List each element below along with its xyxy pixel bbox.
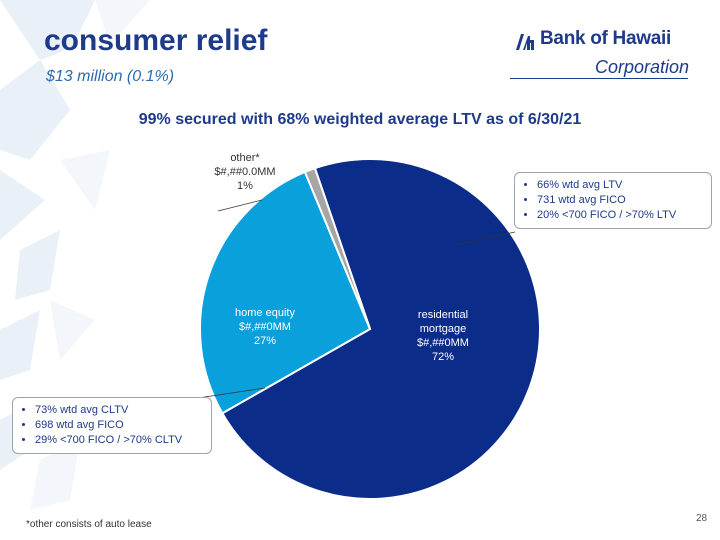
residential-callout: 66% wtd avg LTV 731 wtd avg FICO 20% <70… — [514, 172, 712, 229]
logo-corporation: Corporation — [595, 57, 690, 77]
slice-percent-residential: 72% — [431, 351, 455, 363]
logo-name: Bank of Hawaii — [540, 28, 671, 49]
callout-residential-item: 66% wtd avg LTV — [537, 178, 703, 193]
pie-slice-other — [303, 166, 371, 330]
callout-home-equity-item: 698 wtd avg FICO — [35, 418, 203, 433]
callout-home-equity-item: 73% wtd avg CLTV — [35, 403, 203, 418]
chart-headline: 99% secured with 68% weighted average LT… — [138, 111, 582, 128]
slice-label-other: other* $#,##0.0MM 1% — [185, 151, 305, 193]
page-number: 28 — [696, 513, 708, 524]
leader-line-residential — [454, 231, 516, 246]
logo-divider — [510, 78, 688, 79]
callout-home-equity-item: 29% <700 FICO / >70% CLTV — [35, 433, 203, 448]
slice-percent-other: 1% — [237, 180, 253, 192]
footnote: *other consists of auto lease — [26, 519, 152, 530]
slice-amount-home-equity: $#,##0MM — [239, 321, 291, 333]
page-subtitle: $13 million (0.1%) — [46, 68, 175, 85]
leader-line-home-equity — [197, 387, 266, 399]
pie-slice-home-equity — [199, 170, 372, 415]
slice-name-home-equity: home equity — [235, 307, 295, 319]
slice-label-home-equity: home equity $#,##0MM 27% — [215, 306, 315, 348]
slice-name-other: other* — [230, 152, 260, 164]
home-equity-callout: 73% wtd avg CLTV 698 wtd avg FICO 29% <7… — [12, 397, 212, 454]
slice-amount-residential: $#,##0MM — [417, 337, 469, 349]
page-title: consumer relief — [44, 24, 268, 57]
leader-line-other — [217, 199, 263, 212]
bank-of-hawaii-logo: Bank of Hawaii Corporation — [510, 28, 700, 80]
callout-residential-item: 731 wtd avg FICO — [537, 193, 703, 208]
slice-amount-other: $#,##0.0MM — [214, 166, 276, 178]
callout-residential-item: 20% <700 FICO / >70% LTV — [537, 208, 703, 223]
slice-label-residential: residential mortgage $#,##0MM 72% — [388, 308, 498, 364]
slice-name-residential-line1: residential — [417, 309, 469, 321]
slice-name-residential-line2: mortgage — [419, 323, 467, 335]
slice-percent-home-equity: 27% — [253, 335, 277, 347]
logo-icon — [516, 34, 534, 50]
